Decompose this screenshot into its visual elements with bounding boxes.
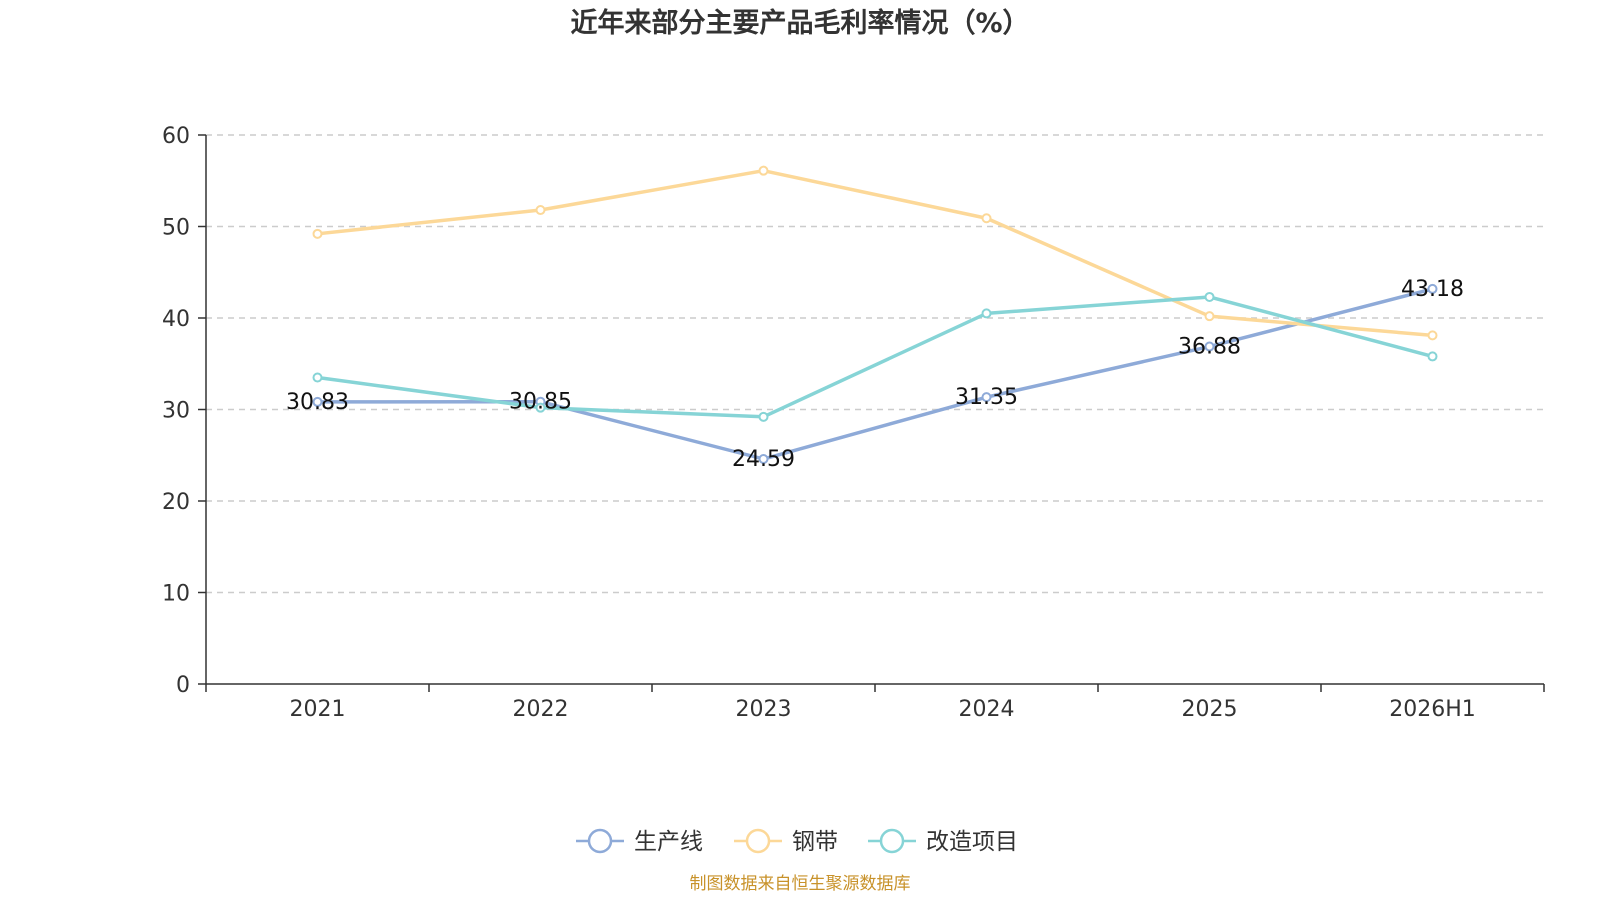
y-tick-label: 50 xyxy=(162,216,190,241)
data-labels: 30.83 30.85 24.59 31.35 36.88 43.18 xyxy=(286,277,1464,472)
source-note: 制图数据来自恒生聚源数据库 xyxy=(690,874,911,894)
series-3 xyxy=(312,291,1438,422)
x-tick-label: 2024 xyxy=(959,697,1015,722)
x-tick-label: 2023 xyxy=(736,697,792,722)
legend-label: 生产线 xyxy=(634,829,703,855)
data-point[interactable] xyxy=(1427,330,1438,341)
y-tick-label: 40 xyxy=(162,307,190,332)
data-label: 30.83 xyxy=(286,390,349,415)
y-tick-label: 20 xyxy=(162,490,190,515)
data-point[interactable] xyxy=(312,396,323,407)
data-point[interactable] xyxy=(758,165,769,176)
data-point[interactable] xyxy=(312,372,323,383)
series-2 xyxy=(312,165,1438,341)
data-point[interactable] xyxy=(535,205,546,216)
data-point[interactable] xyxy=(1204,311,1215,322)
x-tick-label: 2026H1 xyxy=(1389,697,1476,722)
data-label: 24.59 xyxy=(732,447,795,472)
axes: 0 10 20 30 40 50 60 2021 2022 2023 2024 2025 2026H1 xyxy=(162,124,1545,722)
data-point[interactable] xyxy=(312,228,323,239)
legend-circle-icon xyxy=(587,828,613,854)
data-point[interactable] xyxy=(981,392,992,403)
data-point[interactable] xyxy=(1204,341,1215,352)
data-label: 36.88 xyxy=(1178,335,1241,360)
series-line xyxy=(317,168,1433,338)
legend-circle-icon xyxy=(745,828,771,854)
data-point[interactable] xyxy=(1427,351,1438,362)
data-label: 43.18 xyxy=(1401,277,1464,302)
legend[interactable]: 生产线 钢带 改造项目 xyxy=(576,828,1018,855)
y-tick-label: 0 xyxy=(176,673,190,698)
chart-title: 近年来部分主要产品毛利率情况（%） xyxy=(570,7,1029,39)
legend-label: 改造项目 xyxy=(926,829,1018,855)
data-point[interactable] xyxy=(981,213,992,224)
x-tick-label: 2025 xyxy=(1182,697,1238,722)
legend-item[interactable]: 钢带 xyxy=(734,828,838,855)
data-point[interactable] xyxy=(981,308,992,319)
series-layer xyxy=(312,165,1438,465)
x-tick-label: 2021 xyxy=(290,697,346,722)
y-tick-label: 60 xyxy=(162,124,190,149)
data-label: 31.35 xyxy=(955,385,1018,410)
y-tick-label: 30 xyxy=(162,399,190,424)
legend-label: 钢带 xyxy=(792,829,838,855)
data-point[interactable] xyxy=(758,454,769,465)
data-point[interactable] xyxy=(1204,291,1215,302)
series-line xyxy=(317,287,1433,461)
legend-circle-icon xyxy=(879,828,905,854)
series-line xyxy=(317,295,1433,419)
x-tick-label: 2022 xyxy=(513,697,569,722)
legend-item[interactable]: 生产线 xyxy=(576,828,703,855)
legend-item[interactable]: 改造项目 xyxy=(868,828,1018,855)
data-point[interactable] xyxy=(535,402,546,413)
data-point[interactable] xyxy=(1427,283,1438,294)
y-tick-label: 10 xyxy=(162,582,190,607)
data-point[interactable] xyxy=(758,411,769,422)
data-label: 30.85 xyxy=(509,390,572,415)
